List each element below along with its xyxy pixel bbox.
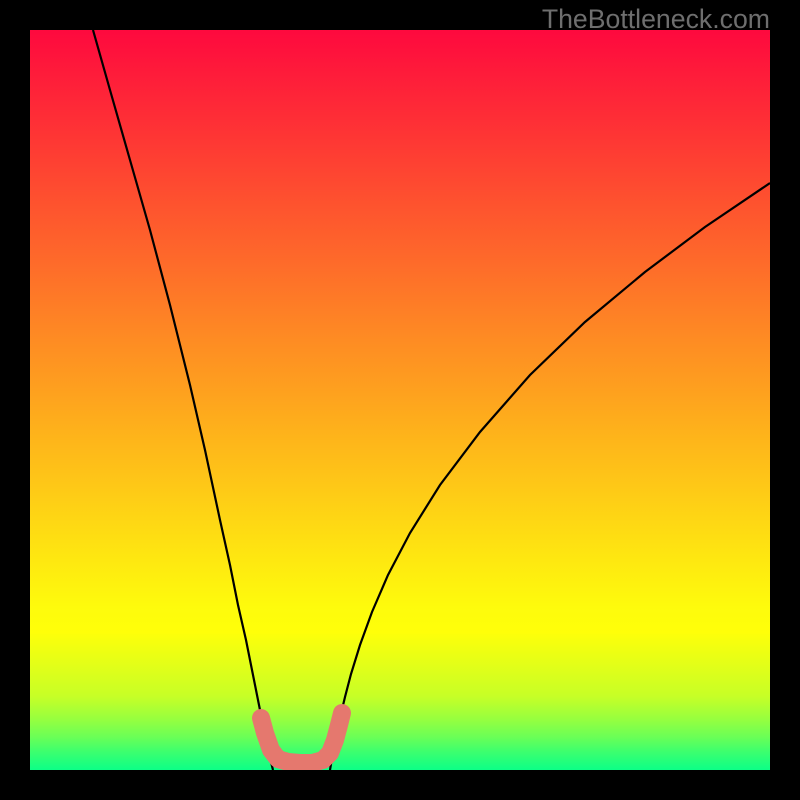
chart-frame: TheBottleneck.com xyxy=(0,0,800,800)
curves-svg xyxy=(30,30,770,770)
bottom-overlay xyxy=(261,713,342,763)
curve-right xyxy=(330,183,770,770)
curve-left xyxy=(93,30,273,770)
plot-area xyxy=(30,30,770,770)
